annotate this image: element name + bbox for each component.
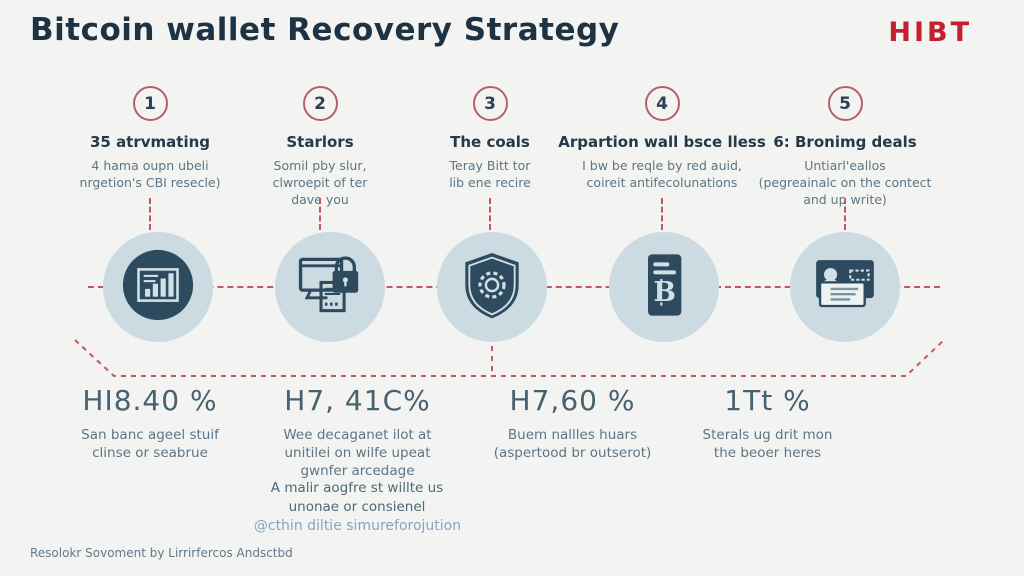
connector-dash-5 — [844, 198, 846, 230]
step-1-description: 4 hama oupn ubeli nrgetion's CBI resecle… — [79, 158, 221, 190]
step-1-number-badge: 1 — [132, 86, 168, 121]
step-2-description: Somil pby slur, clwroepit of ter dave yo… — [272, 158, 368, 207]
step-3-icon-circle — [437, 232, 547, 342]
connector-dash-2 — [319, 198, 321, 230]
step-3-description: Teray Bitt tor lib ene recire — [449, 158, 531, 190]
bitcoin-phone-icon: B — [624, 245, 704, 329]
step-5-title: 6: Bronimg deals — [773, 133, 917, 151]
step-5: 5 6: Bronimg deals Untiarl'eallos (pegre… — [733, 86, 957, 209]
stat-2: H7, 41C% Wee decaganet ilot at unitilei … — [250, 384, 465, 481]
stat-2-description: Wee decaganet ilot at unitilei on wilfe … — [283, 427, 432, 480]
svg-text:B: B — [653, 277, 676, 308]
step-3-title: The coals — [450, 133, 530, 151]
attribution-text: @cthin diltie simureforojution — [253, 518, 462, 534]
step-3: 3 The coals Teray Bitt tor lib ene recir… — [405, 86, 575, 192]
security-shield-icon — [452, 245, 532, 329]
stat-2-value: H7, 41C% — [284, 384, 431, 417]
step-5-icon-circle — [790, 232, 900, 342]
step-1: 1 35 atrvmating 4 hama oupn ubeli nrgeti… — [55, 86, 245, 192]
connector-dash-1 — [149, 198, 151, 230]
step-2-icon-circle — [275, 232, 385, 342]
page-title: Bitcoin wallet Recovery Strategy — [30, 12, 620, 48]
footer-credit: Resolokr Sovoment by Lirrirfercos Andsct… — [30, 546, 293, 560]
stat-1: HI8.40 % San banc ageel stuif clinse or … — [40, 384, 260, 462]
stat-3-description: Buem nallles huars (aspertood br outsero… — [493, 427, 652, 462]
stat-4-value: 1Tt % — [724, 384, 811, 417]
step-2: 2 Starlors Somil pby slur, clwroepit of … — [230, 86, 410, 209]
step-1-icon-circle — [103, 232, 213, 342]
stat-3-value: H7,60 % — [509, 384, 636, 417]
step-4-number-badge: 4 — [644, 86, 680, 121]
computer-lock-icon — [289, 244, 371, 330]
stat-1-description: San banc ageel stuif clinse or seabrue — [81, 427, 219, 462]
stat-1-value: HI8.40 % — [82, 384, 218, 417]
step-5-number-badge: 5 — [827, 86, 863, 121]
stat-3: H7,60 % Buem nallles huars (aspertood br… — [455, 384, 690, 462]
step-4-icon-circle: B — [609, 232, 719, 342]
connector-dash-3 — [489, 198, 491, 230]
stat-4-description: Sterals ug drit mon the beoer heres — [702, 427, 833, 462]
footnote-text: A malir aogfre st willte us unonae or co… — [270, 480, 444, 515]
step-1-title: 35 atrvmating — [89, 133, 211, 151]
step-2-title: Starlors — [286, 133, 354, 151]
connector-dash-4 — [661, 198, 663, 230]
hibt-logo: HIBT — [888, 17, 972, 48]
stat-4: 1Tt % Sterals ug drit mon the beoer here… — [660, 384, 875, 462]
step-4: 4 Arpartion wall bsce lless I bw be reql… — [553, 86, 771, 192]
step-2-number-badge: 2 — [302, 86, 338, 121]
step-3-number-badge: 3 — [472, 86, 508, 121]
step-4-description: I bw be reqle by red auid, coireit antif… — [582, 158, 742, 190]
step-5-description: Untiarl'eallos (pegreainalc on the conte… — [758, 158, 932, 207]
step-4-title: Arpartion wall bsce lless — [558, 133, 766, 151]
bar-chart-document-icon — [119, 246, 197, 328]
id-card-receipt-icon — [803, 243, 887, 331]
